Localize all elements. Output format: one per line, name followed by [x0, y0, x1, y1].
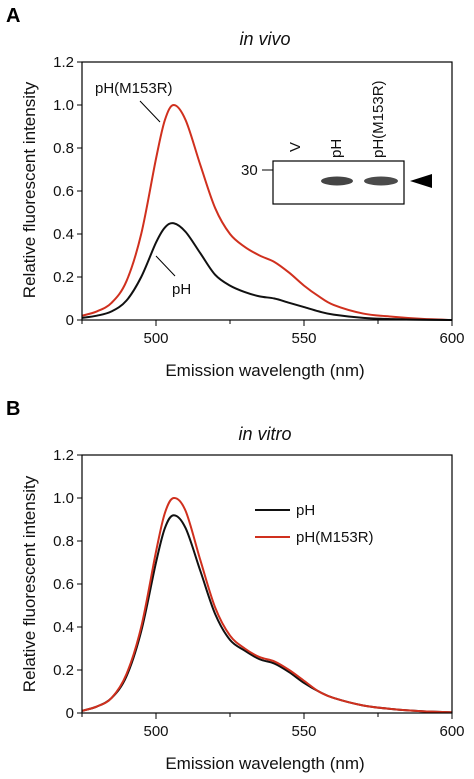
legend-label-m153r: pH(M153R)	[296, 529, 374, 546]
panel-a-letter: A	[6, 5, 20, 27]
panel-a-x-tick-label: 500	[143, 330, 168, 347]
panel-b-series-second-line	[81, 496, 453, 714]
panel-b-x-tick-label: 500	[143, 723, 168, 740]
panel-b-x-tick-label: 550	[291, 723, 316, 740]
western-blot-inset: V pH pH(M153R) 30	[241, 80, 432, 205]
panel-a-x-axis-title: Emission wavelength (nm)	[165, 361, 364, 380]
panel-a-plot: 0 0.2 0.4 0.6 0.8 1.0 1.2 500 550 600	[53, 54, 464, 347]
panel-b-legend: pH pH(M153R)	[255, 502, 374, 546]
arrowhead-left-icon	[410, 174, 432, 188]
panel-a-annotation-m153r: pH(M153R)	[95, 80, 173, 97]
panel-a: A in vivo 0 0.2 0.4 0.6 0.8 1.0 1.2 500 550 600 E…	[6, 5, 465, 380]
panel-b-y-tick-label: 0.6	[53, 576, 74, 593]
panel-a-y-axis-title: Relative fluorescent intensity	[20, 81, 39, 298]
panel-b-title: in vitro	[238, 424, 291, 444]
panel-b-series-first-line	[81, 514, 453, 714]
blot-lane-label-m153r: pH(M153R)	[370, 80, 387, 158]
panel-b-y-tick-label: 1.2	[53, 447, 74, 464]
panel-b-x-tick-label: 600	[439, 723, 464, 740]
blot-band-m153r	[364, 176, 398, 186]
panel-b-letter: B	[6, 398, 20, 420]
panel-b-y-tick-label: 0.8	[53, 533, 74, 550]
panel-a-annotation-ph: pH	[172, 281, 191, 298]
panel-b-y-tick-label: 1.0	[53, 490, 74, 507]
panel-b-y-tick-label: 0	[66, 705, 74, 722]
panel-b-y-tick-label: 0.2	[53, 662, 74, 679]
panel-a-series-first-line	[81, 104, 453, 321]
panel-a-y-tick-label: 0.6	[53, 183, 74, 200]
blot-band-ph	[321, 176, 353, 186]
panel-a-y-tick-label: 1.0	[53, 97, 74, 114]
legend-label-ph: pH	[296, 502, 315, 519]
panel-a-y-tick-label: 0	[66, 312, 74, 329]
panel-b-y-tick-label: 0.4	[53, 619, 74, 636]
panel-a-x-tick-label: 600	[439, 330, 464, 347]
panel-b-y-axis-title: Relative fluorescent intensity	[20, 475, 39, 692]
panel-a-title: in vivo	[239, 29, 290, 49]
panel-b-plot-frame	[81, 454, 453, 714]
panel-a-y-tick-label: 0.2	[53, 269, 74, 286]
blot-marker-30: 30	[241, 162, 258, 179]
panel-a-annotation-ph-leader	[155, 255, 176, 277]
blot-lane-label-ph: pH	[328, 139, 345, 158]
panel-b-plot: 0 0.2 0.4 0.6 0.8 1.0 1.2 500 550 600	[53, 447, 464, 740]
blot-lane-label-v: V	[287, 142, 304, 152]
panel-a-series-second-line	[81, 222, 453, 321]
panel-a-y-tick-label: 1.2	[53, 54, 74, 71]
panel-a-y-tick-label: 0.4	[53, 226, 74, 243]
panel-a-annotation-m153r-leader	[139, 100, 161, 123]
panel-a-y-tick-label: 0.8	[53, 140, 74, 157]
panel-b-x-axis-title: Emission wavelength (nm)	[165, 754, 364, 773]
panel-a-x-tick-label: 550	[291, 330, 316, 347]
